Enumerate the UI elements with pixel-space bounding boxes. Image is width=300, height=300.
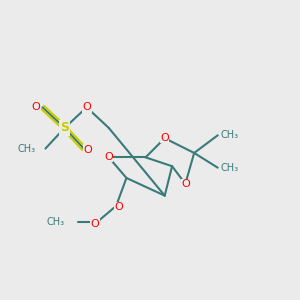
Text: CH₃: CH₃ <box>46 217 64 227</box>
Text: O: O <box>32 102 40 112</box>
Text: O: O <box>160 133 169 143</box>
Text: CH₃: CH₃ <box>220 163 238 173</box>
Text: O: O <box>84 145 92 155</box>
Text: O: O <box>115 202 124 212</box>
Text: O: O <box>181 179 190 189</box>
Text: CH₃: CH₃ <box>17 143 35 154</box>
Text: CH₃: CH₃ <box>220 130 238 140</box>
Text: O: O <box>90 219 99 229</box>
Text: O: O <box>104 152 113 162</box>
Text: S: S <box>60 122 69 134</box>
Text: O: O <box>82 102 91 112</box>
